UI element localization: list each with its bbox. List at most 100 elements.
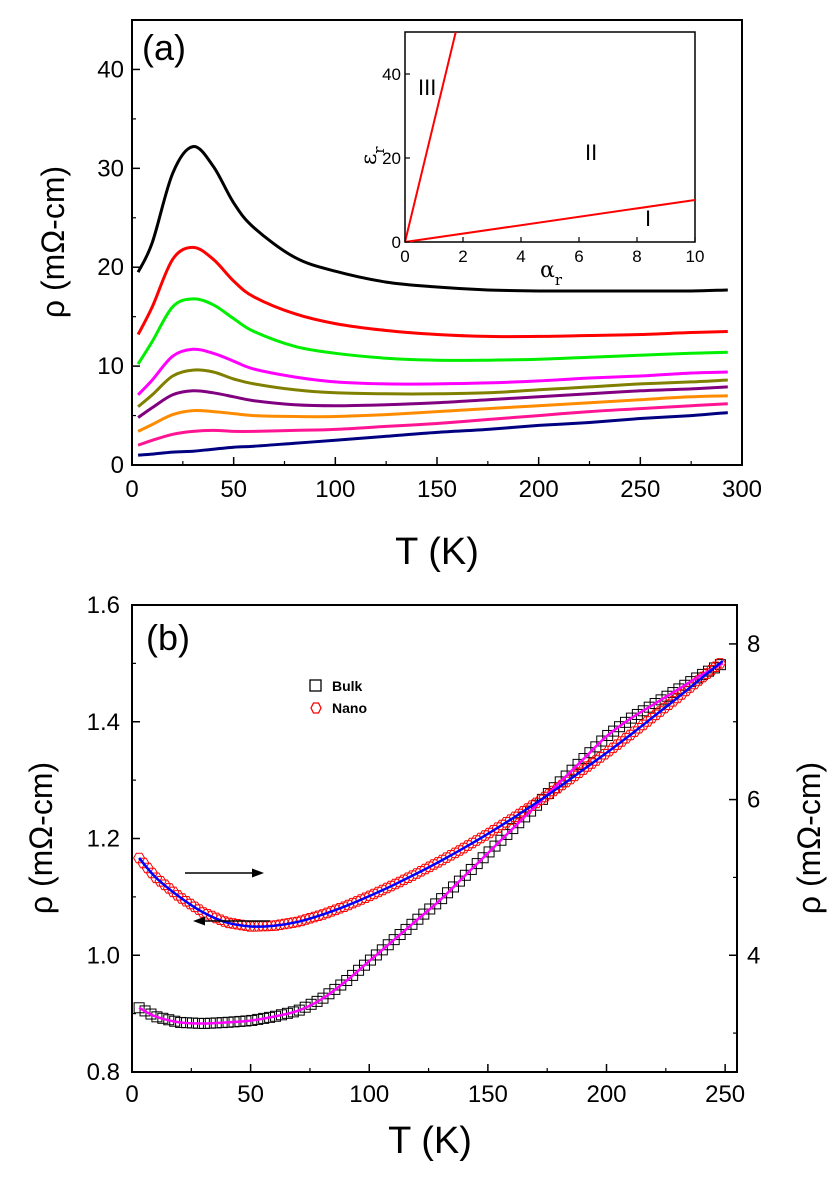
panel-a-curves xyxy=(136,145,728,457)
nano-point xyxy=(201,909,214,920)
a-y-tick-label: 40 xyxy=(97,56,124,83)
a-x-tick-label: 50 xyxy=(220,476,247,503)
nano-point xyxy=(624,729,637,741)
inset-x-tick-label: 6 xyxy=(574,247,583,266)
b-right-tick-label: 6 xyxy=(747,787,760,814)
a-y-tick-label: 10 xyxy=(97,353,124,380)
nano-point xyxy=(491,822,504,833)
series-curve-1 xyxy=(136,145,728,293)
nano-point xyxy=(316,909,329,920)
nano-point xyxy=(376,884,389,896)
legend-bulk-label: Bulk xyxy=(332,678,363,694)
b-x-tick-label: 150 xyxy=(468,1081,508,1108)
panel-b-left-y-axis-title: ρ (mΩ-cm) xyxy=(23,762,59,914)
legend-nano-label: Nano xyxy=(332,700,367,716)
bulk-point xyxy=(299,1001,311,1013)
bulk-point xyxy=(311,995,323,1007)
b-x-tick-label: 0 xyxy=(125,1081,138,1108)
panel-a-label: (a) xyxy=(142,27,186,68)
nano-point xyxy=(671,692,684,704)
bulk-point xyxy=(673,683,685,695)
a-x-tick-label: 100 xyxy=(315,476,355,503)
nano-point xyxy=(188,901,201,913)
nano-point xyxy=(312,910,325,921)
nano-point xyxy=(615,736,628,747)
nano-point xyxy=(184,898,197,910)
arrow-right xyxy=(185,868,264,878)
nano-point xyxy=(496,819,509,831)
nano-fit-line xyxy=(138,660,724,928)
nano-point xyxy=(705,664,718,676)
nano-point xyxy=(568,770,581,782)
inset-y-axis-title: εr xyxy=(357,146,388,165)
nano-point xyxy=(508,811,521,823)
nano-point xyxy=(299,914,312,925)
nano-point xyxy=(367,888,381,900)
b-left-tick-label: 1.6 xyxy=(87,592,120,619)
nano-point xyxy=(162,883,176,894)
inset-boundary-steep xyxy=(404,31,457,243)
nano-point xyxy=(359,892,372,903)
nano-point xyxy=(641,716,654,727)
bulk-point xyxy=(133,1002,145,1014)
nano-point xyxy=(607,742,620,754)
arrow-left xyxy=(193,916,270,926)
nano-point xyxy=(350,896,363,907)
nano-point xyxy=(713,658,726,669)
panel-b-label: (b) xyxy=(146,617,190,658)
inset-x-tick-label: 10 xyxy=(686,247,705,266)
inset-lines xyxy=(404,31,696,243)
nano-point xyxy=(197,907,210,918)
nano-point xyxy=(303,913,316,924)
bulk-point xyxy=(501,828,513,840)
bulk-point xyxy=(631,708,643,720)
nano-point xyxy=(308,911,321,923)
legend: Bulk Nano xyxy=(309,678,367,716)
bulk-point xyxy=(619,716,631,728)
nano-point xyxy=(342,899,355,911)
nano-point xyxy=(222,917,235,929)
nano-point xyxy=(538,791,551,803)
nano-point xyxy=(500,817,513,828)
nano-point xyxy=(214,914,227,925)
nano-point xyxy=(504,814,517,825)
bulk-point xyxy=(139,1005,151,1017)
inset-y-tick-label: 40 xyxy=(382,65,401,84)
nano-point xyxy=(167,886,180,898)
nano-point xyxy=(295,915,308,927)
nano-point xyxy=(581,761,594,772)
region-label-i: I xyxy=(645,206,651,231)
inset-ticks: 0 2 4 6 8 10 0 20 40 xyxy=(382,65,704,266)
inset-boundary-shallow xyxy=(404,199,696,243)
nano-point xyxy=(594,752,607,763)
series-curve-3 xyxy=(136,297,728,365)
bulk-point xyxy=(477,852,489,864)
bulk-point xyxy=(649,698,661,710)
nano-point xyxy=(385,880,398,892)
b-left-tick-label: 1.0 xyxy=(87,942,120,969)
panel-b-ticks: 0 50 100 150 200 250 0.8 1.0 1.2 1.4 1.6 4 6 8 xyxy=(87,592,761,1108)
a-x-tick-label: 300 xyxy=(722,476,762,503)
a-x-tick-label: 200 xyxy=(519,476,559,503)
nano-point xyxy=(675,689,688,700)
nano-point xyxy=(325,906,338,917)
a-x-tick-label: 250 xyxy=(620,476,660,503)
a-y-tick-label: 30 xyxy=(97,155,124,182)
bulk-point xyxy=(507,823,519,835)
nano-point xyxy=(658,702,671,714)
bulk-point xyxy=(459,869,471,881)
b-x-tick-label: 200 xyxy=(586,1081,626,1108)
nano-point xyxy=(572,767,586,778)
nano-point xyxy=(154,876,167,887)
nano-point xyxy=(679,685,692,697)
panel-b-frame xyxy=(131,604,738,1073)
series-curve-5 xyxy=(137,368,728,408)
nano-point xyxy=(209,912,223,924)
nano-point xyxy=(372,886,385,898)
nano-point xyxy=(338,901,351,912)
nano-point xyxy=(598,749,611,760)
bulk-point xyxy=(643,701,655,713)
nano-point xyxy=(645,712,658,724)
